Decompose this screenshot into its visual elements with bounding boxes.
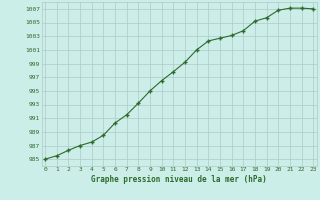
X-axis label: Graphe pression niveau de la mer (hPa): Graphe pression niveau de la mer (hPa) [91,175,267,184]
